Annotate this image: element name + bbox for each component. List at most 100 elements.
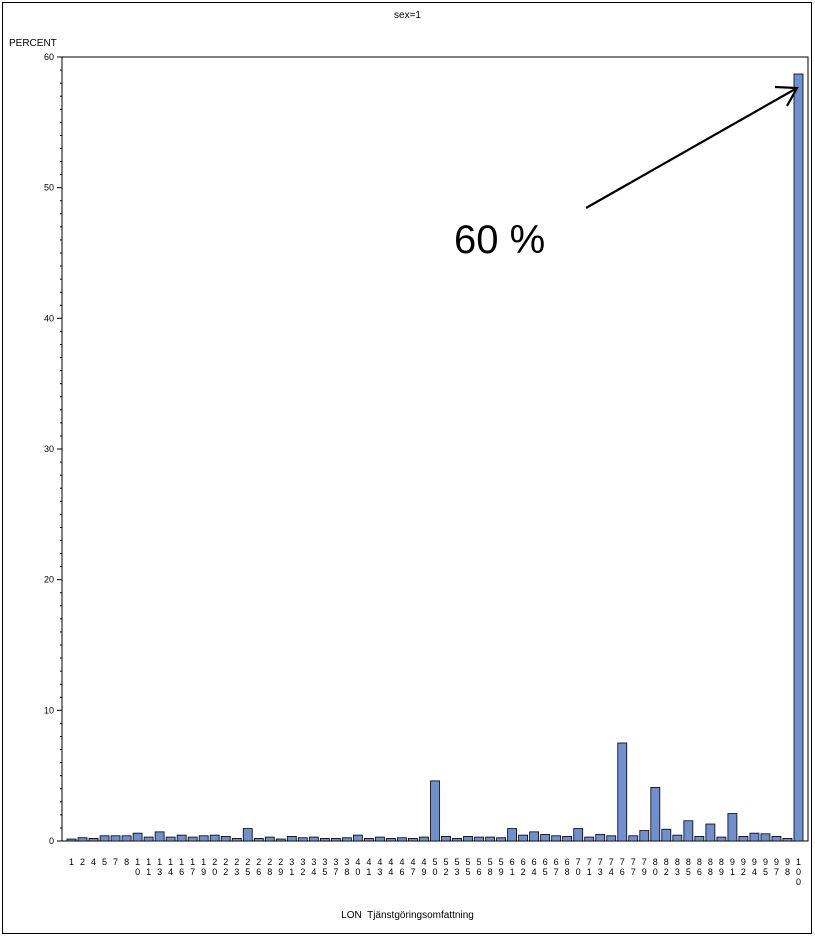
bar bbox=[408, 837, 418, 842]
bar bbox=[496, 837, 506, 842]
bar bbox=[419, 836, 429, 842]
bar bbox=[463, 836, 473, 842]
bar bbox=[441, 836, 451, 842]
bar bbox=[749, 832, 760, 842]
bar bbox=[176, 834, 187, 842]
bar bbox=[242, 828, 253, 842]
bar bbox=[771, 836, 782, 842]
y-tick-label: 0 bbox=[49, 836, 54, 846]
y-tick-label: 10 bbox=[44, 705, 54, 715]
x-tick-label: 1 bbox=[69, 857, 74, 867]
bar bbox=[694, 836, 705, 842]
y-tick-label: 20 bbox=[44, 575, 54, 585]
y-tick-label: 30 bbox=[44, 444, 54, 454]
bar bbox=[573, 828, 584, 842]
annotation-label: 60 % bbox=[454, 218, 545, 262]
bar bbox=[727, 813, 738, 842]
chart-title: sex=1 bbox=[394, 10, 421, 21]
bars bbox=[66, 73, 804, 842]
bar bbox=[364, 837, 374, 842]
bar bbox=[760, 833, 771, 842]
bar bbox=[551, 835, 562, 842]
bar bbox=[518, 834, 529, 842]
bar bbox=[275, 838, 286, 842]
bar bbox=[297, 837, 308, 842]
bar bbox=[132, 832, 143, 842]
y-tick-label: 40 bbox=[44, 313, 54, 323]
bar bbox=[595, 834, 606, 842]
bar bbox=[606, 835, 617, 842]
bar bbox=[99, 835, 110, 842]
x-tick-label: 4 bbox=[91, 857, 96, 867]
bar bbox=[77, 837, 88, 842]
y-tick-label: 60 bbox=[44, 52, 54, 62]
bar bbox=[341, 837, 352, 842]
x-tick-label: 8 bbox=[124, 857, 129, 867]
plot-area bbox=[61, 56, 809, 842]
bar bbox=[617, 742, 628, 842]
bar bbox=[452, 837, 462, 842]
x-tick-labels: 1 2 4 5 7 8 1 0 1 1 1 3 1 4 1 6 1 7 1 9 2 0 2 2 2 3 2 5 2 6 2 8 2 9 3 1 3 2 3 4… bbox=[69, 857, 801, 887]
bar bbox=[253, 837, 264, 842]
bar bbox=[397, 837, 407, 842]
y-axis-label: PERCENT bbox=[9, 38, 57, 49]
bar bbox=[308, 836, 319, 842]
bar bbox=[66, 838, 77, 842]
bar bbox=[485, 836, 495, 842]
bar bbox=[562, 836, 573, 842]
bar bbox=[154, 831, 165, 842]
bar bbox=[88, 837, 99, 842]
bar bbox=[375, 836, 385, 842]
bar bbox=[220, 836, 231, 842]
bar bbox=[430, 780, 440, 842]
bar bbox=[507, 828, 518, 842]
annotation-arrow bbox=[585, 87, 798, 209]
bar bbox=[319, 837, 330, 842]
x-axis-label: LON Tjänstgöringsomfattning bbox=[341, 910, 474, 921]
bar bbox=[121, 835, 132, 842]
bar bbox=[738, 836, 749, 842]
bar bbox=[231, 837, 242, 842]
bar bbox=[716, 836, 727, 842]
bar bbox=[628, 835, 639, 842]
